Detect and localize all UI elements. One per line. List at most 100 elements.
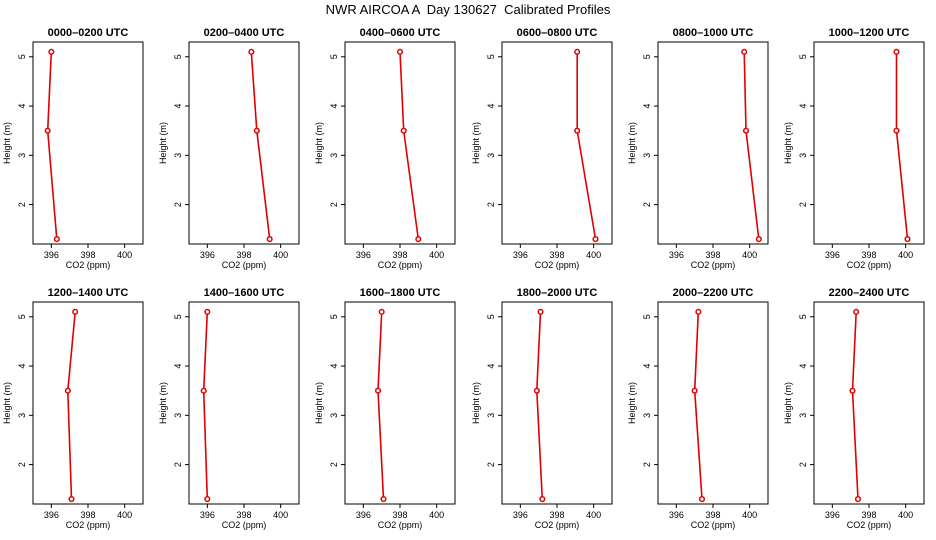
- x-tick-label: 396: [825, 250, 840, 260]
- y-tick-label: 4: [486, 104, 496, 109]
- x-axis-label: CO2 (ppm): [222, 260, 267, 270]
- y-axis-label: Height (m): [314, 122, 324, 164]
- y-tick-label: 4: [329, 104, 339, 109]
- data-point: [72, 308, 79, 315]
- data-point: [537, 308, 544, 315]
- profile-panel: 0800–1000 UTC 396 398 400 2 3 4 5 CO2 (ppm) Heigh…: [627, 27, 769, 270]
- y-tick-label: 2: [798, 462, 808, 467]
- y-tick-label: 2: [17, 462, 27, 467]
- data-point: [44, 127, 51, 134]
- panel-title: 1400–1600 UTC: [204, 287, 285, 299]
- x-tick-label: 400: [117, 510, 132, 520]
- y-tick-label: 5: [173, 314, 183, 319]
- y-tick-label: 4: [17, 104, 27, 109]
- x-tick-label: 396: [200, 250, 215, 260]
- profile-line: [693, 311, 703, 500]
- y-tick-label: 4: [486, 364, 496, 369]
- y-tick-label: 3: [329, 153, 339, 158]
- y-tick-label: 5: [642, 54, 652, 59]
- data-point: [64, 387, 71, 394]
- data-point: [204, 496, 211, 503]
- x-tick-label: 396: [669, 250, 684, 260]
- data-point: [592, 236, 599, 243]
- x-tick-label: 400: [429, 250, 444, 260]
- x-axis-label: CO2 (ppm): [691, 520, 736, 530]
- x-tick-label: 400: [586, 250, 601, 260]
- data-point: [200, 387, 207, 394]
- x-tick-label: 398: [705, 250, 720, 260]
- y-tick-label: 2: [486, 462, 496, 467]
- panel-title: 0800–1000 UTC: [673, 27, 754, 39]
- y-tick-label: 4: [329, 364, 339, 369]
- y-tick-label: 5: [486, 314, 496, 319]
- data-point: [396, 48, 404, 55]
- panel-title: 1800–2000 UTC: [517, 287, 598, 299]
- profile-line: [250, 51, 271, 240]
- y-axis-label: Height (m): [158, 382, 168, 424]
- plot-frame: [813, 41, 925, 245]
- data-point: [253, 127, 260, 134]
- panel-title: 2000–2200 UTC: [673, 287, 754, 299]
- x-axis-label: CO2 (ppm): [691, 260, 736, 270]
- profile-panel: 1200–1400 UTC 396 398 400 2 3 4 5 CO2 (ppm) Heigh…: [2, 287, 144, 530]
- x-tick-label: 398: [392, 250, 407, 260]
- x-tick-label: 396: [200, 510, 215, 520]
- x-tick-label: 400: [898, 250, 913, 260]
- y-tick-label: 2: [329, 462, 339, 467]
- y-tick-label: 4: [798, 364, 808, 369]
- x-tick-label: 396: [356, 510, 371, 520]
- x-tick-label: 396: [669, 510, 684, 520]
- data-point: [248, 48, 255, 55]
- data-point: [893, 48, 900, 55]
- y-tick-label: 2: [642, 462, 652, 467]
- y-tick-label: 4: [798, 104, 808, 109]
- data-point: [48, 48, 55, 55]
- x-tick-label: 398: [861, 250, 876, 260]
- x-axis-label: CO2 (ppm): [66, 520, 111, 530]
- data-point: [533, 387, 540, 394]
- profile-panel: 1800–2000 UTC 396 398 400 2 3 4 5 CO2 (ppm) Heigh…: [471, 287, 613, 530]
- data-point: [68, 496, 75, 503]
- panel-title: 0400–0600 UTC: [360, 27, 441, 39]
- data-point: [695, 308, 702, 315]
- y-tick-label: 5: [798, 314, 808, 319]
- x-axis-label: CO2 (ppm): [378, 520, 423, 530]
- plot-frame: [657, 41, 769, 245]
- x-axis-label: CO2 (ppm): [66, 260, 111, 270]
- x-tick-label: 400: [273, 250, 288, 260]
- profile-line: [851, 311, 859, 500]
- plot-frame: [32, 301, 144, 505]
- y-tick-label: 2: [486, 202, 496, 207]
- profile-panel: 1000–1200 UTC 396 398 400 2 3 4 5 CO2 (ppm) Heigh…: [783, 27, 925, 270]
- y-tick-label: 5: [17, 314, 27, 319]
- profile-panel: 2200–2400 UTC 396 398 400 2 3 4 5 CO2 (ppm) Heigh…: [783, 287, 925, 530]
- data-point: [698, 496, 706, 503]
- y-tick-label: 3: [173, 153, 183, 158]
- y-tick-label: 3: [329, 413, 339, 418]
- y-tick-label: 4: [642, 104, 652, 109]
- y-axis-label: Height (m): [471, 382, 481, 424]
- x-axis-label: CO2 (ppm): [535, 520, 580, 530]
- data-point: [266, 236, 273, 243]
- y-tick-label: 2: [329, 202, 339, 207]
- x-tick-label: 400: [273, 510, 288, 520]
- profile-line: [895, 51, 909, 240]
- y-tick-label: 4: [173, 364, 183, 369]
- y-axis-label: Height (m): [783, 122, 793, 164]
- y-tick-label: 3: [798, 153, 808, 158]
- x-axis-label: CO2 (ppm): [847, 520, 892, 530]
- y-tick-label: 3: [642, 153, 652, 158]
- y-tick-label: 3: [17, 153, 27, 158]
- profile-panel: 0600–0800 UTC 396 398 400 2 3 4 5 CO2 (ppm) Heigh…: [471, 27, 613, 270]
- profile-panel: 1400–1600 UTC 396 398 400 2 3 4 5 CO2 (ppm) Heigh…: [158, 287, 300, 530]
- x-tick-label: 400: [742, 510, 757, 520]
- profile-line: [46, 51, 58, 240]
- y-tick-label: 3: [173, 413, 183, 418]
- data-point: [400, 127, 407, 134]
- x-tick-label: 396: [825, 510, 840, 520]
- x-tick-label: 398: [705, 510, 720, 520]
- plot-frame: [344, 301, 456, 505]
- panel-title: 1200–1400 UTC: [48, 287, 129, 299]
- x-tick-label: 398: [236, 250, 251, 260]
- profile-panel: 0400–0600 UTC 396 398 400 2 3 4 5 CO2 (ppm) Heigh…: [314, 27, 456, 270]
